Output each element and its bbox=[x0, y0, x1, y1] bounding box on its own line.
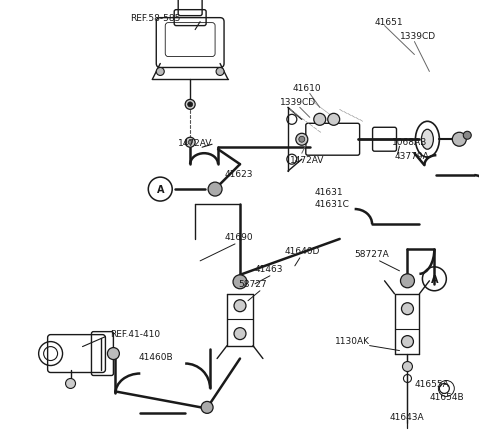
Circle shape bbox=[314, 114, 326, 126]
Circle shape bbox=[216, 68, 224, 76]
Text: 41610: 41610 bbox=[293, 84, 322, 93]
Text: 58727A: 58727A bbox=[355, 250, 389, 259]
Circle shape bbox=[328, 114, 340, 126]
Text: REF.58-585: REF.58-585 bbox=[131, 14, 181, 23]
Circle shape bbox=[234, 328, 246, 340]
Text: 58727: 58727 bbox=[238, 279, 266, 289]
Text: 41463: 41463 bbox=[255, 265, 284, 274]
Circle shape bbox=[233, 275, 247, 289]
Text: A: A bbox=[431, 274, 438, 284]
Circle shape bbox=[188, 141, 192, 145]
Text: 1068AB: 1068AB bbox=[392, 138, 427, 146]
Circle shape bbox=[201, 401, 213, 414]
Text: 1339CD: 1339CD bbox=[399, 32, 436, 41]
Text: 41460B: 41460B bbox=[138, 352, 173, 361]
Circle shape bbox=[299, 137, 305, 143]
Text: REF.41-410: REF.41-410 bbox=[110, 329, 160, 339]
Text: 1339CD: 1339CD bbox=[280, 98, 316, 107]
Text: A: A bbox=[156, 184, 164, 194]
Text: 41623: 41623 bbox=[225, 169, 253, 178]
Circle shape bbox=[156, 68, 164, 76]
Ellipse shape bbox=[421, 130, 433, 150]
Circle shape bbox=[452, 133, 466, 147]
Text: 41631: 41631 bbox=[315, 187, 343, 196]
Circle shape bbox=[296, 134, 308, 146]
Text: 1472AV: 1472AV bbox=[290, 155, 324, 164]
Circle shape bbox=[66, 378, 75, 388]
Text: 1130AK: 1130AK bbox=[335, 336, 370, 345]
Circle shape bbox=[185, 100, 195, 110]
Circle shape bbox=[401, 303, 413, 315]
Circle shape bbox=[108, 348, 120, 360]
Circle shape bbox=[234, 300, 246, 312]
Circle shape bbox=[188, 102, 192, 108]
Text: 41631C: 41631C bbox=[315, 199, 349, 208]
Text: 1472AV: 1472AV bbox=[178, 138, 213, 148]
Text: 41690: 41690 bbox=[225, 233, 253, 242]
Circle shape bbox=[400, 274, 414, 288]
Circle shape bbox=[185, 138, 195, 148]
Text: 41654B: 41654B bbox=[430, 392, 464, 401]
Text: 43779A: 43779A bbox=[395, 151, 429, 160]
Text: 41640D: 41640D bbox=[285, 247, 320, 256]
Text: 41651: 41651 bbox=[374, 18, 403, 27]
Circle shape bbox=[401, 336, 413, 348]
Text: 41643A: 41643A bbox=[390, 412, 424, 421]
Circle shape bbox=[402, 362, 412, 372]
Circle shape bbox=[208, 183, 222, 197]
Circle shape bbox=[463, 132, 471, 140]
Text: 41655A: 41655A bbox=[414, 379, 449, 388]
